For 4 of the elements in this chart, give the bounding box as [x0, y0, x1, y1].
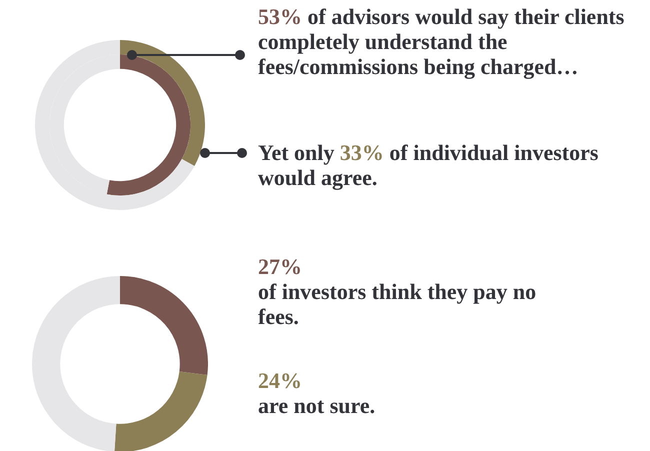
text: Yet only 33% of individual investors would agree.: [258, 140, 598, 190]
text: 27% of investors think they pay no fees.: [258, 254, 536, 329]
text: 24% are not sure.: [258, 368, 376, 418]
text: 53% of advisors would say their clients completely understand the fees/commissions being charged…: [258, 4, 624, 79]
